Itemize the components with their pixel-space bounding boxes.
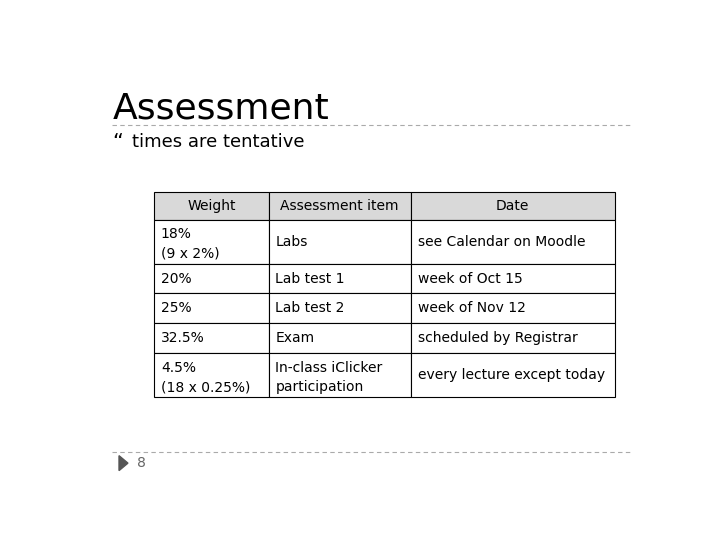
- Bar: [269, 353, 411, 397]
- Text: week of Oct 15: week of Oct 15: [418, 272, 522, 286]
- Text: week of Nov 12: week of Nov 12: [418, 301, 526, 315]
- Bar: [154, 323, 269, 353]
- Text: see Calendar on Moodle: see Calendar on Moodle: [418, 235, 585, 249]
- Bar: [269, 293, 411, 323]
- Bar: [154, 220, 269, 264]
- Bar: [411, 353, 615, 397]
- Text: Labs: Labs: [275, 235, 307, 249]
- Text: Date: Date: [496, 199, 529, 213]
- Bar: [154, 192, 269, 220]
- Text: Assessment item: Assessment item: [281, 199, 399, 213]
- Text: 18%
(9 x 2%): 18% (9 x 2%): [161, 227, 220, 261]
- Bar: [269, 192, 411, 220]
- Text: scheduled by Registrar: scheduled by Registrar: [418, 332, 577, 346]
- Bar: [411, 293, 615, 323]
- Text: 25%: 25%: [161, 301, 192, 315]
- Bar: [269, 264, 411, 294]
- Bar: [269, 220, 411, 264]
- Text: Lab test 1: Lab test 1: [275, 272, 345, 286]
- Bar: [154, 353, 269, 397]
- Text: 4.5%
(18 x 0.25%): 4.5% (18 x 0.25%): [161, 361, 251, 394]
- Text: “: “: [112, 133, 123, 153]
- Polygon shape: [119, 456, 128, 471]
- Bar: [269, 323, 411, 353]
- Text: times are tentative: times are tentative: [132, 133, 305, 151]
- Text: Assessment: Assessment: [112, 92, 329, 126]
- Bar: [411, 220, 615, 264]
- Text: Weight: Weight: [187, 199, 235, 213]
- Bar: [154, 264, 269, 294]
- Text: 32.5%: 32.5%: [161, 332, 204, 346]
- Text: In-class iClicker
participation: In-class iClicker participation: [275, 361, 382, 394]
- Text: 8: 8: [138, 456, 146, 470]
- Bar: [411, 264, 615, 294]
- Bar: [411, 192, 615, 220]
- Text: Lab test 2: Lab test 2: [275, 301, 345, 315]
- Text: every lecture except today: every lecture except today: [418, 368, 605, 382]
- Text: 20%: 20%: [161, 272, 192, 286]
- Bar: [411, 323, 615, 353]
- Bar: [154, 293, 269, 323]
- Text: Exam: Exam: [275, 332, 315, 346]
